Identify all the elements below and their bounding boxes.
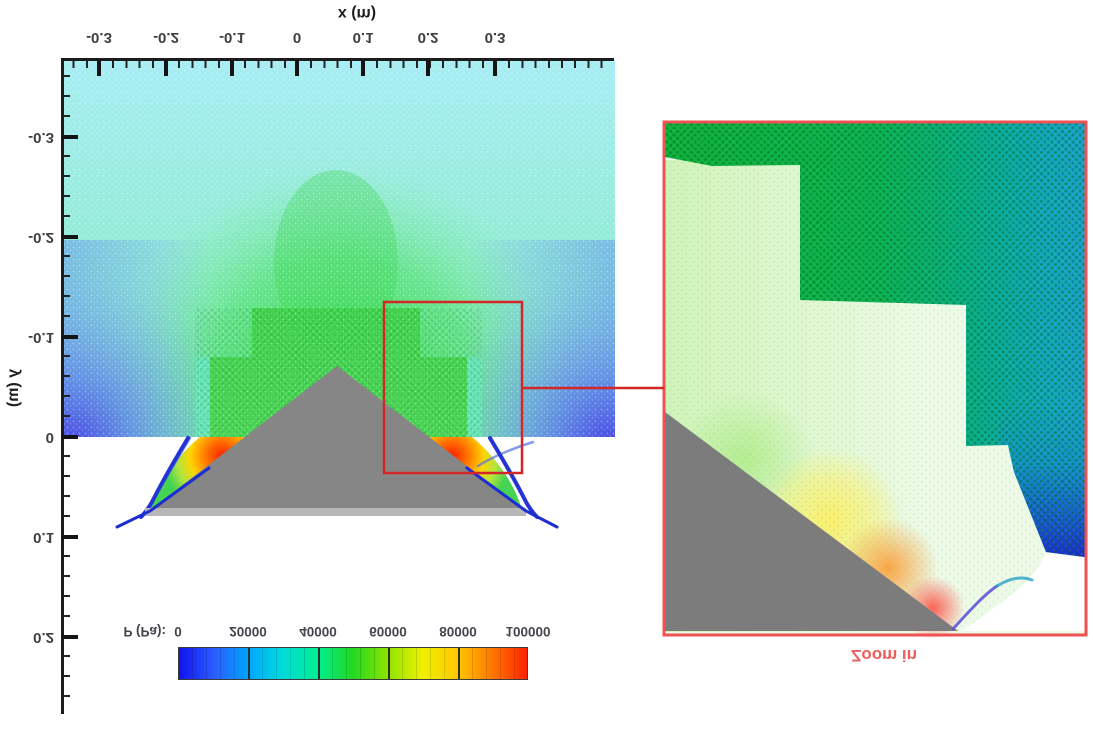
- y-tick-label: -0.3: [28, 129, 54, 146]
- y-tick-label: -0.2: [28, 229, 54, 246]
- y-tick-label: 0.1: [33, 529, 54, 546]
- inset-wake-whisker: [951, 576, 1034, 631]
- inset-caption: Zoom in: [850, 646, 918, 665]
- wedge-base-strip: [145, 508, 526, 516]
- x-tick-label: 0.3: [484, 29, 506, 46]
- colorbar-tick-label: 80000: [439, 624, 477, 639]
- x-tick-label: -0.2: [153, 29, 179, 46]
- x-tick-label: -0.3: [86, 29, 112, 46]
- colorbar-tick-label: 100000: [505, 624, 551, 639]
- x-tick-label: -0.1: [219, 29, 245, 46]
- x-axis-minor-ticks: [62, 61, 614, 68]
- x-axis-line: [62, 58, 614, 61]
- x-tick-label: 0: [292, 29, 302, 46]
- colorbar-tick-label: 60000: [369, 624, 407, 639]
- y-axis-title: y (m): [5, 368, 22, 408]
- y-tick-label: 0: [45, 429, 54, 446]
- colorbar-tick-label: 0: [174, 624, 182, 639]
- pressure-colorbar: [178, 647, 528, 680]
- x-tick-label: 0.2: [417, 29, 439, 46]
- y-tick-label: 0.2: [33, 629, 54, 646]
- inset-white-wake: [962, 553, 1085, 631]
- x-axis-title: x (m): [337, 5, 377, 22]
- inset-border: [662, 120, 1088, 637]
- zoom-inset: [662, 120, 1088, 640]
- wake-whiskers-below-base: [115, 466, 559, 529]
- colorbar-subdivision-lines: [179, 648, 527, 679]
- y-tick-label: -0.1: [28, 329, 54, 346]
- inset-wedge-surface: [665, 412, 958, 631]
- y-axis-line: [61, 58, 64, 714]
- x-tick-label: 0.1: [352, 29, 374, 46]
- colorbar-tick-label: 40000: [299, 624, 337, 639]
- colorbar-tick-label: 20000: [229, 624, 267, 639]
- y-axis-minor-ticks: [63, 60, 70, 714]
